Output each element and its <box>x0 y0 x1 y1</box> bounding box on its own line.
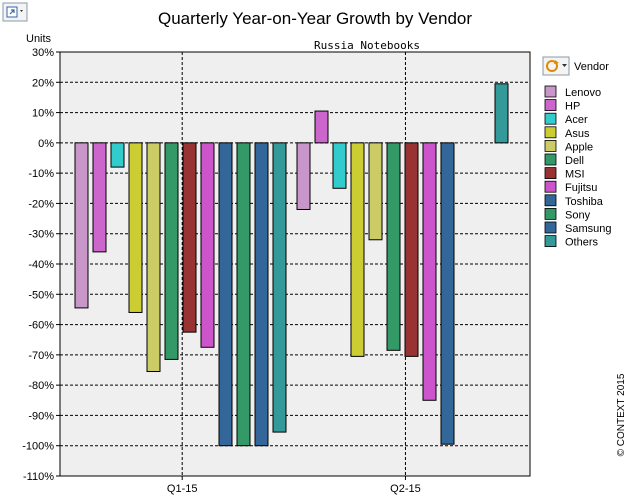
legend-label-sony: Sony <box>565 209 591 221</box>
copyright-text: © CONTEXT 2015 <box>616 373 627 456</box>
legend-label-apple: Apple <box>565 141 593 153</box>
legend-label-fujitsu: Fujitsu <box>565 182 597 194</box>
legend-title: Vendor <box>574 61 609 73</box>
legend-swatch-lenovo <box>544 85 557 98</box>
y-tick-label: -80% <box>28 380 54 392</box>
chart-title: Quarterly Year-on-Year Growth by Vendor <box>158 9 472 28</box>
legend-label-dell: Dell <box>565 155 584 167</box>
y-tick-label: -70% <box>28 350 54 362</box>
legend-menu-icon[interactable] <box>542 56 570 76</box>
bar-apple-q1-15 <box>146 142 161 373</box>
legend-label-samsung: Samsung <box>565 223 611 235</box>
legend-label-msi: MSI <box>565 169 585 181</box>
legend-swatch-sony <box>544 207 557 220</box>
bar-toshiba-q2-15 <box>440 142 455 445</box>
y-tick-label: 10% <box>32 108 54 120</box>
legend-label-toshiba: Toshiba <box>565 196 604 208</box>
legend-label-acer: Acer <box>565 114 588 126</box>
y-tick-label: -100% <box>22 441 54 453</box>
legend-swatch-acer <box>544 112 557 125</box>
bar-apple-q2-15 <box>368 142 383 241</box>
legend-swatch-hp <box>544 99 557 111</box>
bar-lenovo-q1-15 <box>74 142 89 309</box>
legend-swatch-dell <box>544 153 557 166</box>
x-axis-ticks: Q1-15 Q2-15 <box>167 476 421 495</box>
export-chart-icon[interactable] <box>2 2 28 22</box>
x-tick-label: Q1-15 <box>167 483 198 495</box>
bar-fujitsu-q1-15 <box>200 142 215 348</box>
legend-swatch-msi <box>544 167 557 180</box>
bar-lenovo-q2-15 <box>296 142 311 210</box>
bar-dell-q2-15 <box>386 142 401 351</box>
x-tick-label: Q2-15 <box>390 483 421 495</box>
y-axis-ticks: 30% 20% 10% 0% -10% -20% -30% -40% -50% -60% -70% -… <box>22 47 54 483</box>
bar-dell-q1-15 <box>164 142 179 360</box>
bar-fujitsu-q2-15 <box>422 142 437 401</box>
legend-swatch-toshiba <box>544 194 557 207</box>
y-tick-label: -40% <box>28 259 54 271</box>
legend-label-lenovo: Lenovo <box>565 87 601 99</box>
bar-asus-q1-15 <box>128 142 143 313</box>
bar-acer-q1-15 <box>110 142 125 168</box>
y-tick-label: 0% <box>38 138 54 150</box>
bar-acer-q2-15 <box>332 142 347 189</box>
bar-toshiba-q1-15 <box>218 142 233 447</box>
y-tick-label: -50% <box>28 289 54 301</box>
legend-swatch-samsung <box>544 221 557 234</box>
bar-sony-q1-15 <box>236 142 251 447</box>
legend-label-others: Others <box>565 237 599 249</box>
bar-msi-q1-15 <box>182 142 197 333</box>
y-tick-label: 20% <box>32 77 54 89</box>
chart-subtitle: Russia Notebooks <box>314 39 420 52</box>
y-tick-label: -20% <box>28 198 54 210</box>
bar-asus-q2-15 <box>350 142 365 357</box>
bar-others-q1-15 <box>272 142 287 433</box>
y-axis-label: Units <box>26 33 52 45</box>
bars <box>74 83 509 447</box>
bar-others-q2-15 <box>494 83 509 144</box>
y-tick-label: -30% <box>28 229 54 241</box>
legend-swatch-asus <box>544 126 557 139</box>
y-tick-label: 30% <box>32 47 54 59</box>
bar-msi-q2-15 <box>404 142 419 357</box>
bar-hp-q2-15 <box>314 110 329 144</box>
legend-swatch-others <box>544 235 557 248</box>
bar-samsung-q1-15 <box>254 142 269 447</box>
legend-label-asus: Asus <box>565 128 590 140</box>
y-tick-label: -10% <box>28 168 54 180</box>
legend-label-hp: HP <box>565 101 580 113</box>
bar-hp-q1-15 <box>92 142 107 253</box>
legend-swatch-fujitsu <box>544 180 557 193</box>
y-tick-label: -110% <box>23 471 54 483</box>
y-tick-label: -90% <box>28 410 54 422</box>
y-tick-label: -60% <box>28 320 54 332</box>
legend-swatch-apple <box>544 139 557 152</box>
